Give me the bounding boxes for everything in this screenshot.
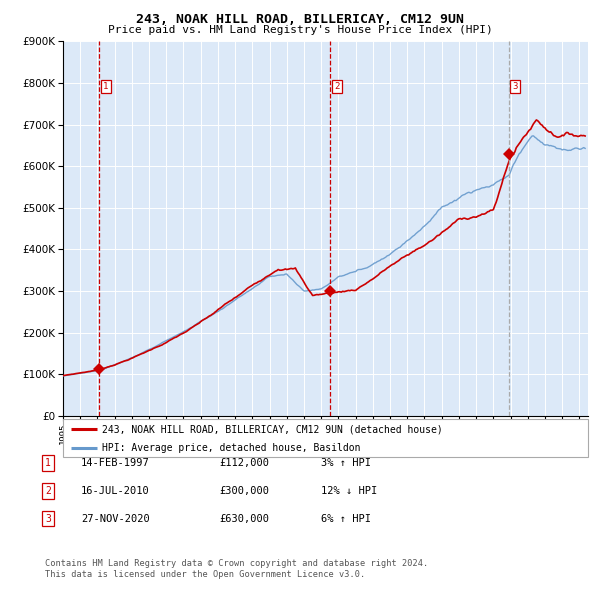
Text: 3: 3 xyxy=(512,82,518,91)
Text: 1: 1 xyxy=(103,82,109,91)
Text: 6% ↑ HPI: 6% ↑ HPI xyxy=(321,514,371,523)
Text: 14-FEB-1997: 14-FEB-1997 xyxy=(81,458,150,468)
Text: 3% ↑ HPI: 3% ↑ HPI xyxy=(321,458,371,468)
Text: £112,000: £112,000 xyxy=(219,458,269,468)
Text: Contains HM Land Registry data © Crown copyright and database right 2024.: Contains HM Land Registry data © Crown c… xyxy=(45,559,428,568)
Text: £300,000: £300,000 xyxy=(219,486,269,496)
Text: 16-JUL-2010: 16-JUL-2010 xyxy=(81,486,150,496)
Text: 12% ↓ HPI: 12% ↓ HPI xyxy=(321,486,377,496)
Text: 1: 1 xyxy=(45,458,51,468)
Text: 243, NOAK HILL ROAD, BILLERICAY, CM12 9UN (detached house): 243, NOAK HILL ROAD, BILLERICAY, CM12 9U… xyxy=(103,424,443,434)
Text: This data is licensed under the Open Government Licence v3.0.: This data is licensed under the Open Gov… xyxy=(45,571,365,579)
Text: HPI: Average price, detached house, Basildon: HPI: Average price, detached house, Basi… xyxy=(103,442,361,453)
Text: 27-NOV-2020: 27-NOV-2020 xyxy=(81,514,150,523)
Text: 243, NOAK HILL ROAD, BILLERICAY, CM12 9UN: 243, NOAK HILL ROAD, BILLERICAY, CM12 9U… xyxy=(136,13,464,26)
Text: Price paid vs. HM Land Registry's House Price Index (HPI): Price paid vs. HM Land Registry's House … xyxy=(107,25,493,35)
Text: 3: 3 xyxy=(45,514,51,523)
Text: 2: 2 xyxy=(45,486,51,496)
Text: 2: 2 xyxy=(334,82,340,91)
FancyBboxPatch shape xyxy=(63,419,588,457)
Text: £630,000: £630,000 xyxy=(219,514,269,523)
